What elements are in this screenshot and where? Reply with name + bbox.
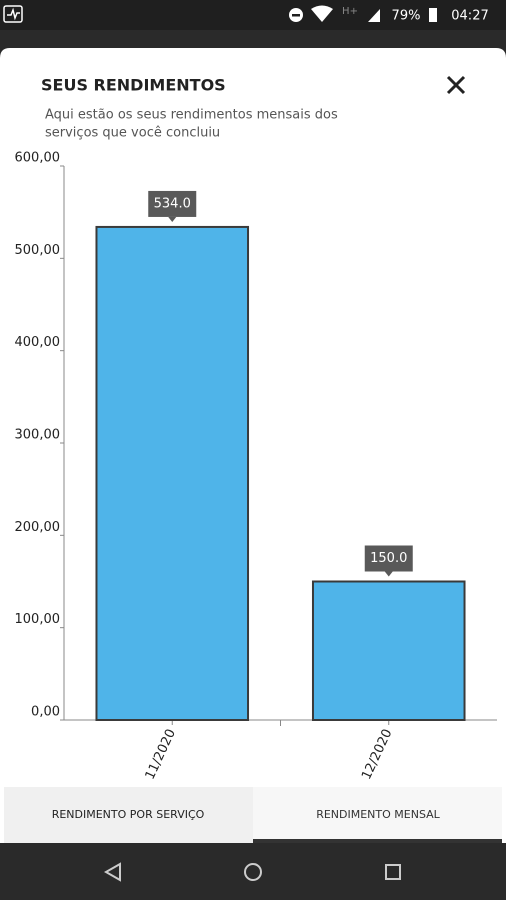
close-stroke[interactable] xyxy=(446,75,466,95)
y-tick-label: 200,00 xyxy=(15,520,61,535)
tab-indicator xyxy=(253,839,502,843)
value-label-box xyxy=(148,190,197,217)
chart: 0,00 100,00 200,00 300,00 400,00 500,00 600,00… xyxy=(15,151,497,782)
value-label-pointer xyxy=(168,216,177,222)
nav-bar xyxy=(0,843,506,900)
status-bar xyxy=(0,0,506,30)
tab-label[interactable]: RENDIMENTO MENSAL xyxy=(316,808,440,821)
network-type: H+ xyxy=(342,6,358,17)
y-tick-label: 500,00 xyxy=(15,243,61,258)
battery-icon xyxy=(429,8,437,22)
subtitle: serviços que você concluiu xyxy=(45,126,220,141)
battery-level: 79% xyxy=(392,9,421,24)
nav-home[interactable] xyxy=(244,863,262,881)
wifi-icon xyxy=(311,5,333,22)
y-tick-label: 300,00 xyxy=(15,428,61,443)
value-label-pointer xyxy=(384,571,393,577)
value-label: 534.0 xyxy=(154,196,191,211)
tab[interactable] xyxy=(4,787,253,843)
close-button[interactable] xyxy=(446,75,466,95)
y-tick-label: 600,00 xyxy=(15,151,61,166)
y-tick-label: 0,00 xyxy=(31,705,60,720)
activity-icon xyxy=(3,5,23,23)
modal xyxy=(0,48,506,843)
nav-back[interactable] xyxy=(103,862,121,882)
y-tick-label: 100,00 xyxy=(15,612,61,627)
tab[interactable] xyxy=(253,787,502,843)
dnd-bar xyxy=(292,14,300,17)
bar xyxy=(95,225,250,721)
bar xyxy=(311,580,466,721)
modal-title: SEUS RENDIMENTOS xyxy=(41,76,226,95)
tab-label[interactable]: RENDIMENTO POR SERVIÇO xyxy=(52,808,205,821)
activity-line xyxy=(7,7,20,21)
value-label: 150.0 xyxy=(370,551,407,566)
clock: 04:27 xyxy=(451,9,488,24)
signal-icon xyxy=(368,9,380,22)
subtitle: Aqui estão os seus rendimentos mensais d… xyxy=(45,108,338,123)
y-tick-label: 400,00 xyxy=(15,335,61,350)
value-label-box xyxy=(364,545,413,572)
nav-recent[interactable] xyxy=(385,864,401,880)
